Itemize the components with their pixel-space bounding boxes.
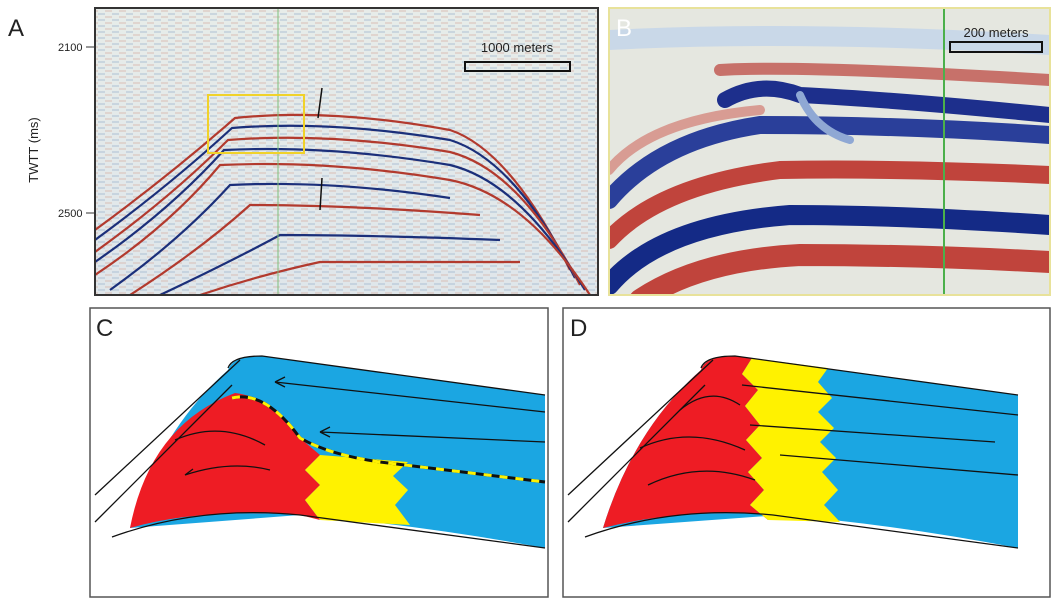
tick-label: 2100 xyxy=(58,42,82,54)
scale-label: 1000 meters xyxy=(481,40,554,55)
scale-label: 200 meters xyxy=(963,25,1029,40)
panel-label: A xyxy=(8,15,24,42)
panel-label: C xyxy=(96,315,113,342)
figure: 1000 meters A 2100 2500 TWTT (ms) 200 me… xyxy=(0,0,1055,599)
panel-d: D xyxy=(563,308,1050,597)
panel-label: D xyxy=(570,315,587,342)
panel-c: C xyxy=(90,308,548,597)
panel-b: 200 meters B xyxy=(609,8,1050,300)
axis-label: TWTT (ms) xyxy=(26,117,41,182)
panel-label: B xyxy=(616,15,632,42)
tick-label: 2500 xyxy=(58,208,82,220)
panel-a: 1000 meters A 2100 2500 TWTT (ms) xyxy=(8,8,598,295)
